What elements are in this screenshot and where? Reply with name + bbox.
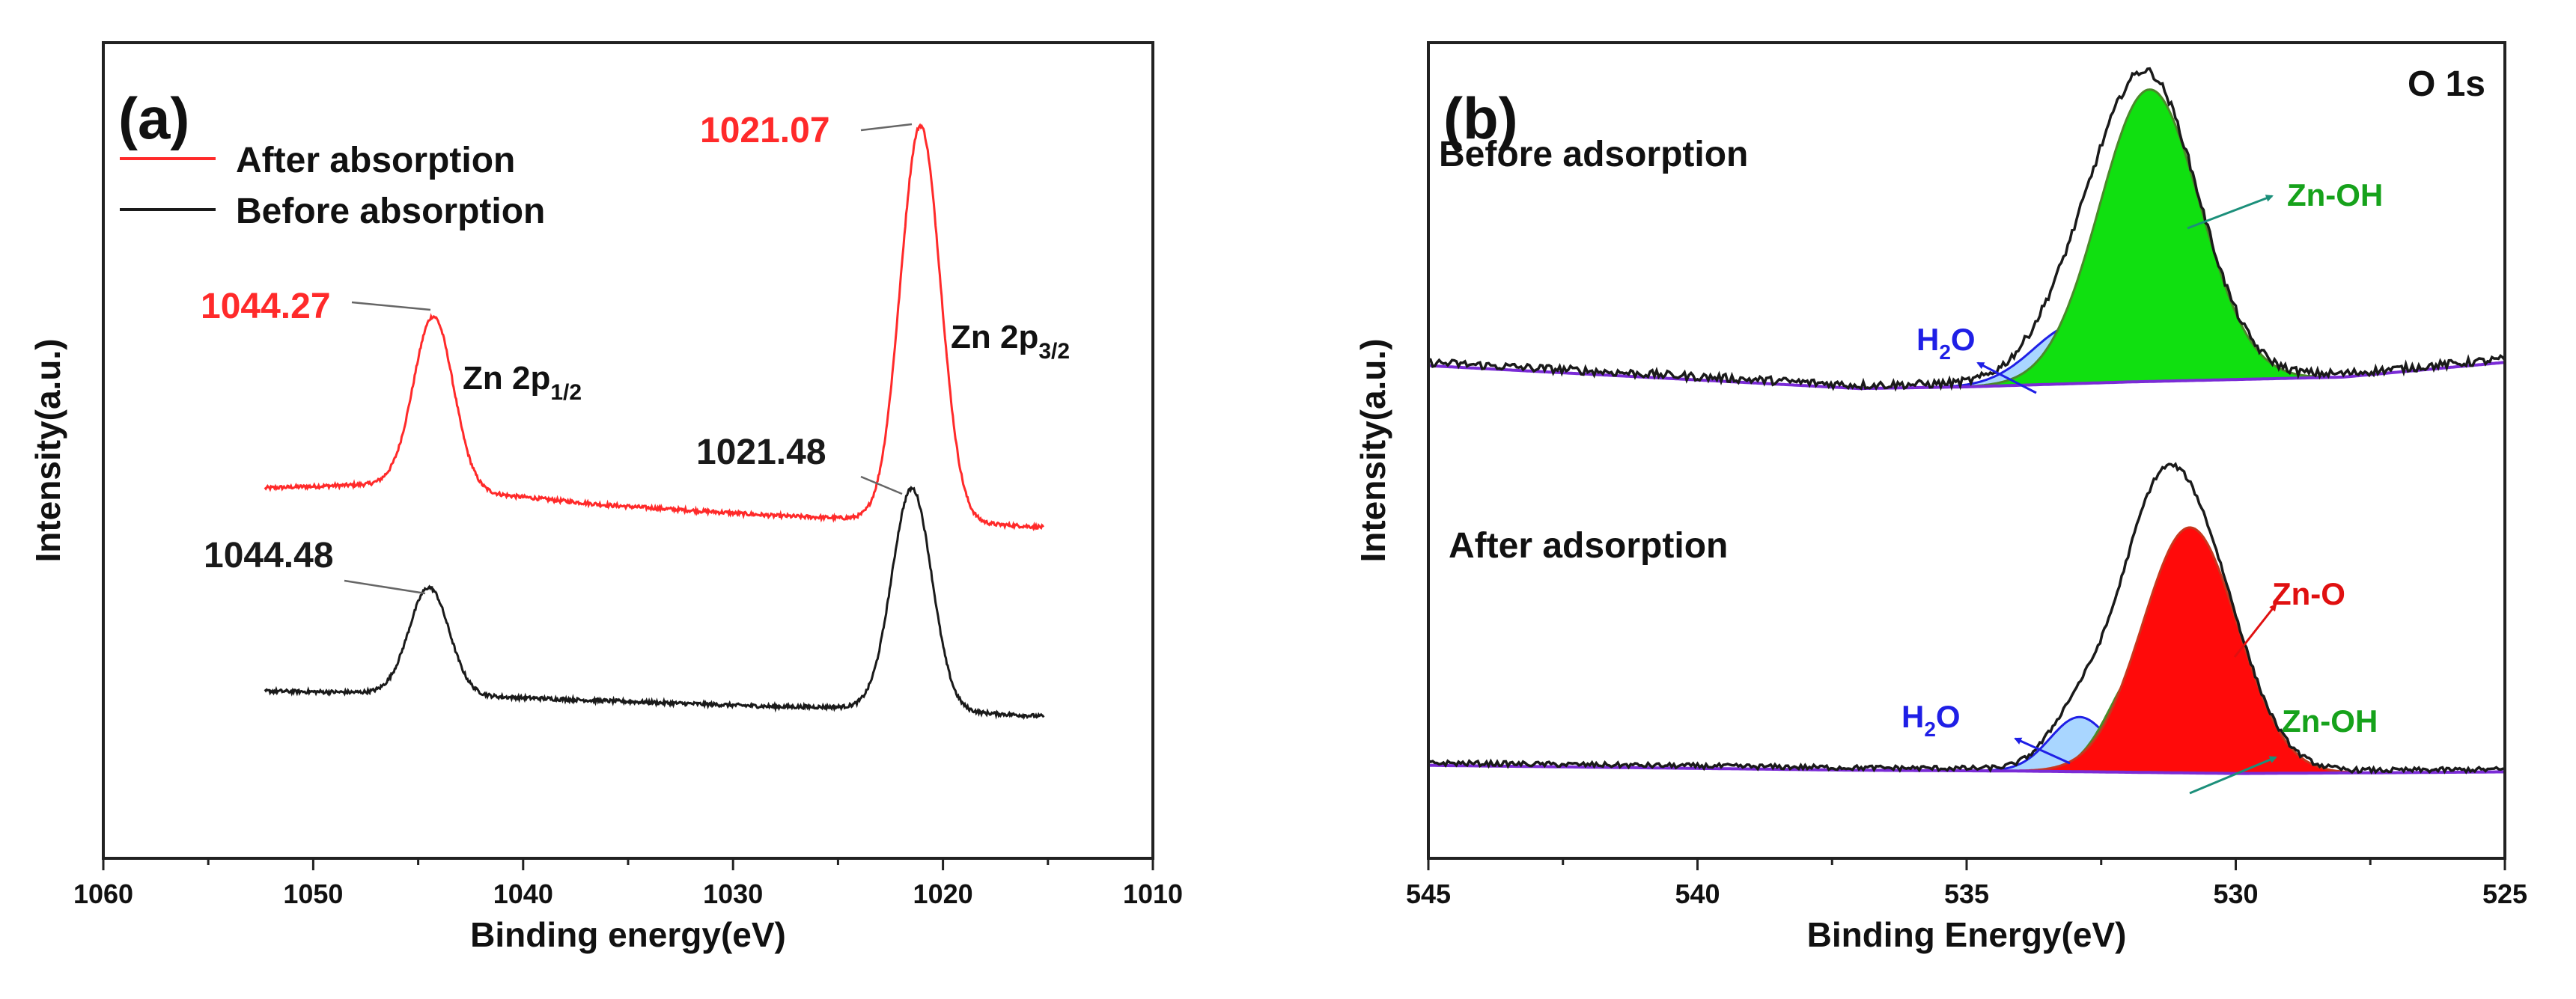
panel-b-xtick-label: 525 [2482, 879, 2527, 909]
zn-2p12-label: Zn 2p1/2 [463, 360, 582, 405]
h2o-after-arrow [2014, 737, 2071, 765]
panel-a-xtick-label: 1040 [493, 879, 553, 909]
before-znoh-component [1970, 88, 2330, 388]
before-absorption-line [264, 486, 1045, 721]
panel-b-xlabel: Binding Energy(eV) [1807, 915, 2127, 954]
znoh-before-label: Zn-OH [2287, 177, 2383, 213]
leader-1044-27 [351, 301, 431, 311]
panel-b-curves [1428, 67, 2506, 775]
after-absorption-line [264, 123, 1045, 531]
h2o-before-label: H2O [1916, 322, 1976, 364]
zn-2p32-label: Zn 2p3/2 [951, 319, 1070, 364]
peak-1021-07-label: 1021.07 [700, 111, 830, 150]
panel-b-title: O 1s [2408, 64, 2485, 104]
peak-1044-48-label: 1044.48 [204, 536, 334, 575]
panel-a-xtick-label: 1020 [913, 879, 973, 909]
before-adsorption-label: Before adsorption [1439, 135, 1748, 174]
leader-1021-07 [860, 123, 913, 132]
after-envelope-line [1428, 462, 2506, 775]
panel-b-xtick-label: 545 [1406, 879, 1451, 909]
h2o-before-arrow [1976, 361, 2037, 394]
panel-a-xtick-label: 1010 [1123, 879, 1183, 909]
panel-b-label: (b) [1443, 85, 1518, 151]
panel-b-xtick-label: 535 [1944, 879, 1989, 909]
after-baseline [1428, 763, 2505, 775]
panel-b-xticks: 545 540 535 530 525 [1406, 858, 2527, 909]
znoh-after-arrow [2189, 756, 2277, 795]
h2o-after-label: H2O [1901, 699, 1961, 741]
panel-a-curves [264, 123, 1045, 721]
zno-arrow [2233, 603, 2277, 658]
panel-a: 1060 1050 1040 1030 1020 1010 (a) After absor… [28, 41, 1183, 954]
panel-b-xtick-label: 540 [1675, 879, 1720, 909]
panel-a-ylabel: Intensity(a.u.) [28, 338, 67, 562]
peak-1044-27-label: 1044.27 [201, 287, 331, 326]
panel-a-xtick-label: 1060 [73, 879, 133, 909]
panel-b-xtick-label: 530 [2213, 879, 2258, 909]
panel-a-label: (a) [118, 85, 189, 151]
legend-after-label: After absorption [236, 141, 515, 180]
znoh-before-arrow [2187, 195, 2274, 230]
panel-a-xlabel: Binding energy(eV) [470, 915, 786, 954]
panel-a-xtick-label: 1050 [283, 879, 343, 909]
after-adsorption-label: After adsorption [1449, 526, 1728, 566]
peak-1021-48-label: 1021.48 [696, 433, 826, 472]
leader-1044-48 [344, 579, 426, 595]
before-envelope-line [1428, 67, 2506, 392]
panel-b: 545 540 535 530 525 (b) O 1s Before adsorpti… [1354, 41, 2527, 954]
znoh-after-label: Zn-OH [2282, 703, 2378, 739]
before-baseline [1428, 361, 2506, 391]
panel-a-xtick-label: 1030 [703, 879, 763, 909]
panel-b-ylabel: Intensity(a.u.) [1354, 338, 1392, 562]
leader-1021-48 [860, 475, 903, 495]
legend-before-label: Before absorption [236, 192, 545, 231]
zno-label: Zn-O [2272, 576, 2345, 611]
panel-a-xticks: 1060 1050 1040 1030 1020 1010 [73, 858, 1183, 909]
